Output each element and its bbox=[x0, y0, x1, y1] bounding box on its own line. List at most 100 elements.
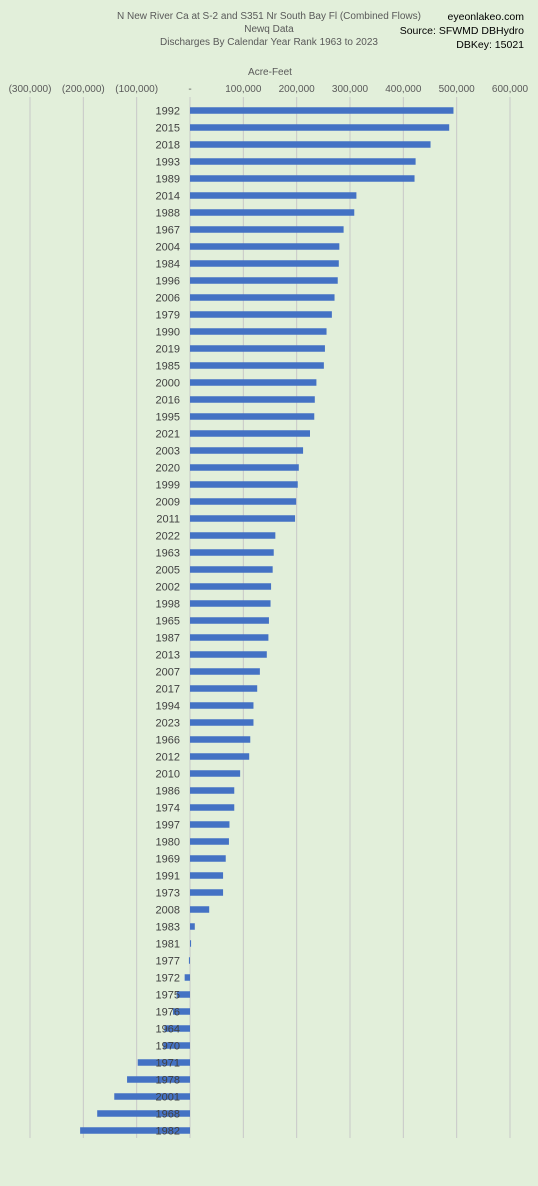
x-axis-tick-labels: (300,000) (200,000) (100,000) - 100,000 200,0… bbox=[9, 84, 529, 95]
bar bbox=[114, 1093, 190, 1100]
bar bbox=[190, 396, 315, 403]
bar bbox=[137, 1059, 190, 1066]
bar bbox=[190, 141, 431, 148]
category-label: 1964 bbox=[156, 1024, 180, 1036]
category-label: 1971 bbox=[156, 1058, 180, 1070]
bar bbox=[190, 175, 415, 182]
category-label: 2008 bbox=[156, 905, 180, 917]
category-label: 1979 bbox=[156, 310, 180, 322]
category-label: 1970 bbox=[156, 1041, 180, 1053]
bar bbox=[190, 209, 355, 216]
chart-subtitle: Newq Data bbox=[244, 24, 294, 35]
chart-title: N New River Ca at S-2 and S351 Nr South … bbox=[116, 11, 421, 22]
category-label: 1988 bbox=[156, 208, 180, 220]
bar bbox=[190, 294, 335, 301]
x-axis-title: Acre-Feet bbox=[248, 67, 292, 78]
category-label: 1998 bbox=[156, 599, 180, 611]
bar bbox=[190, 600, 271, 607]
category-label: 2021 bbox=[156, 429, 180, 441]
bar bbox=[190, 192, 357, 199]
x-tick-label: 300,000 bbox=[332, 84, 369, 95]
category-label: 2000 bbox=[156, 378, 180, 390]
bar bbox=[176, 991, 190, 998]
category-label: 2016 bbox=[156, 395, 180, 407]
category-label: 1991 bbox=[156, 871, 180, 883]
bar bbox=[190, 821, 230, 828]
x-tick-label: (100,000) bbox=[115, 84, 158, 95]
bar bbox=[190, 515, 296, 522]
bar bbox=[190, 107, 454, 114]
category-label: 1990 bbox=[156, 327, 180, 339]
bar bbox=[127, 1076, 190, 1083]
bar bbox=[190, 413, 315, 420]
category-label: 1982 bbox=[156, 1126, 180, 1138]
category-label: 2002 bbox=[156, 582, 180, 594]
category-label: 1992 bbox=[156, 106, 180, 118]
category-label: 2010 bbox=[156, 769, 180, 781]
bar bbox=[190, 481, 298, 488]
bar bbox=[97, 1110, 190, 1117]
source-label: Source: SFWMD DBHydro bbox=[399, 25, 524, 37]
bar bbox=[190, 583, 272, 590]
x-tick-label: 100,000 bbox=[225, 84, 262, 95]
bar bbox=[188, 957, 190, 964]
bar bbox=[80, 1127, 190, 1134]
category-label: 1981 bbox=[156, 939, 180, 951]
category-label: 1975 bbox=[156, 990, 180, 1002]
bar bbox=[190, 447, 304, 454]
bar bbox=[172, 1008, 190, 1015]
category-label: 2017 bbox=[156, 684, 180, 696]
bar bbox=[190, 362, 324, 369]
bar bbox=[190, 634, 269, 641]
bar bbox=[190, 923, 195, 930]
category-label: 1994 bbox=[156, 701, 180, 713]
category-label: 1983 bbox=[156, 922, 180, 934]
x-tick-label: - bbox=[188, 84, 191, 95]
category-label: 2014 bbox=[156, 191, 180, 203]
category-label: 1969 bbox=[156, 854, 180, 866]
bar bbox=[190, 685, 258, 692]
x-tick-label: (300,000) bbox=[9, 84, 52, 95]
category-label: 1993 bbox=[156, 157, 180, 169]
chart-subtitle-2: Discharges By Calendar Year Rank 1963 to… bbox=[160, 37, 378, 48]
category-label: 1963 bbox=[156, 548, 180, 560]
category-label: 2020 bbox=[156, 463, 180, 475]
gridlines bbox=[29, 97, 511, 1138]
category-label: 1966 bbox=[156, 735, 180, 747]
category-label: 1965 bbox=[156, 616, 180, 628]
category-label: 2007 bbox=[156, 667, 180, 679]
bar bbox=[190, 124, 450, 131]
x-tick-label: (200,000) bbox=[62, 84, 105, 95]
category-label: 1977 bbox=[156, 956, 180, 968]
bar bbox=[190, 328, 327, 335]
bar bbox=[190, 617, 269, 624]
bar bbox=[190, 379, 317, 386]
bar bbox=[190, 260, 339, 267]
category-label: 2018 bbox=[156, 140, 180, 152]
bar bbox=[190, 872, 224, 879]
bar bbox=[190, 753, 250, 760]
x-tick-label: 200,000 bbox=[279, 84, 316, 95]
bar bbox=[184, 974, 190, 981]
bar bbox=[190, 787, 235, 794]
bar bbox=[190, 906, 210, 913]
category-label: 1997 bbox=[156, 820, 180, 832]
category-label: 2006 bbox=[156, 293, 180, 305]
category-label: 1980 bbox=[156, 837, 180, 849]
bar bbox=[190, 243, 340, 250]
bar bbox=[190, 889, 224, 896]
bar bbox=[190, 651, 267, 658]
bar bbox=[190, 702, 254, 709]
category-label: 1973 bbox=[156, 888, 180, 900]
bar bbox=[190, 940, 192, 947]
bar bbox=[190, 345, 325, 352]
bar bbox=[190, 668, 260, 675]
category-label: 1976 bbox=[156, 1007, 180, 1019]
bar bbox=[190, 226, 344, 233]
x-tick-label: 400,000 bbox=[385, 84, 422, 95]
bar bbox=[163, 1042, 190, 1049]
category-label: 2013 bbox=[156, 650, 180, 662]
bar bbox=[190, 277, 338, 284]
category-label: 1974 bbox=[156, 803, 180, 815]
site-label: eyeonlakeo.com bbox=[447, 11, 524, 23]
